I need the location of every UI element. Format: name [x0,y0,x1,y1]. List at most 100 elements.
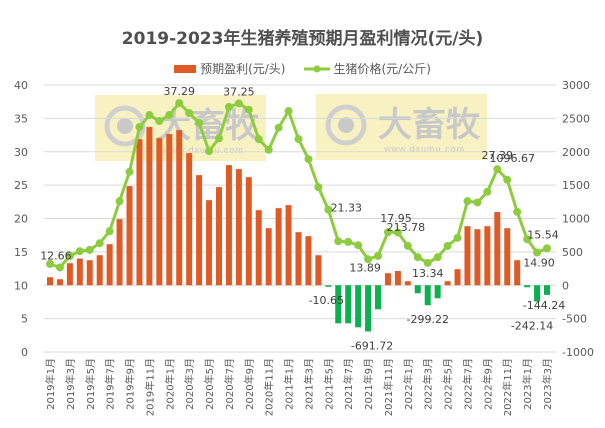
price-marker [543,244,551,253]
profit-bar [106,244,113,286]
profit-bar [66,263,73,286]
profit-bar [394,270,401,286]
profit-bar [56,279,63,286]
price-marker [65,251,74,260]
profit-bar [534,285,541,302]
x-axis-tick: 2022年7月 [461,358,474,410]
profit-bar [424,285,431,306]
x-axis-tick: 2019年5月 [84,358,97,410]
price-marker [423,258,432,267]
profit-bar [206,200,213,286]
price-marker [354,241,363,250]
legend-label-profit: 预期盈利(元/头) [200,62,286,76]
watermark-brand: 大畜牧 [378,105,481,145]
right-axis-tick: 3000 [562,79,590,92]
x-axis-tick: 2020年11月 [263,358,276,416]
profit-bar [275,208,282,286]
profit-bar [116,219,123,286]
profit-bar [414,285,421,294]
right-axis-tick: 2000 [562,146,590,159]
profit-bar [86,260,93,286]
profit-bar [295,232,302,286]
price-data-label: 27.39 [482,149,514,162]
profit-bar [325,285,332,287]
price-marker [314,183,323,192]
legend-label-price: 生猪价格(元/公斤) [333,62,431,76]
x-axis-tick: 2021年11月 [382,358,395,416]
chart-legend: 预期盈利(元/头) 生猪价格(元/公斤) [0,60,605,77]
price-marker [244,105,253,114]
price-marker [513,207,522,216]
price-marker [264,145,273,154]
profit-bar [345,285,352,324]
watermark-pupil-icon [338,117,354,133]
price-marker [453,233,462,242]
x-axis-tick: 2019年11月 [143,358,156,416]
price-marker [533,248,542,257]
profit-bar [444,281,451,286]
price-marker [403,241,412,250]
price-marker [443,241,452,250]
price-marker [224,103,233,112]
legend-line-swatch-icon [303,65,330,72]
profit-bar [166,134,173,286]
profit-bar [315,255,322,286]
profit-bar [494,212,501,286]
price-marker [483,187,492,196]
profit-data-label: -144.24 [523,299,565,312]
profit-bar [305,236,312,286]
left-axis-tick: 40 [14,79,28,92]
profit-bar [96,255,103,286]
price-marker [155,117,164,126]
price-marker [254,135,263,144]
left-axis-tick: 30 [14,146,28,159]
price-marker [413,253,422,262]
price-data-label: 13.89 [349,261,381,274]
price-marker [145,111,154,120]
profit-bar [384,273,391,286]
watermark-brand: 大畜牧 [157,106,260,146]
x-axis-tick: 2020年1月 [163,358,176,410]
profit-bar [434,285,441,299]
price-data-label: 14.90 [523,257,555,270]
watermark-eye-icon [325,104,367,146]
price-marker [95,239,104,248]
profit-bar [235,169,242,286]
watermark-url: www.dxumu.com [383,144,465,154]
profit-data-label: -299.22 [406,313,448,326]
profit-bar [544,285,550,295]
price-marker [105,227,114,236]
legend-item-price: 生猪价格(元/公斤) [303,60,431,77]
price-marker [334,237,343,246]
price-marker [185,109,194,118]
x-axis-tick: 2023年3月 [541,358,554,410]
price-marker [324,205,333,214]
price-marker [125,167,134,176]
left-axis-tick: 35 [14,112,28,125]
legend-bar-swatch-icon [174,64,197,73]
price-marker [364,255,373,264]
profit-bar [196,175,203,286]
profit-bar [156,138,163,286]
profit-bar [265,228,272,286]
x-axis-tick: 2022年9月 [481,358,494,410]
profit-bar [245,177,252,286]
price-marker [55,263,64,272]
price-data-label: 12.66 [40,249,72,262]
price-marker [234,99,243,108]
price-marker [284,107,293,116]
left-axis-tick: 20 [14,213,28,226]
x-axis-tick: 2023年1月 [521,358,534,410]
price-data-label: 17.95 [380,212,412,225]
x-axis-tick: 2020年5月 [203,358,216,410]
profit-bar [484,226,491,286]
profit-bar [454,269,461,286]
x-axis-tick: 2022年1月 [402,358,415,410]
right-axis-tick: -500 [562,313,587,326]
profit-bar [136,139,143,286]
price-marker [205,147,214,156]
price-marker [115,197,124,206]
right-axis-tick: 2500 [562,112,590,125]
price-data-label: 15.54 [527,228,559,241]
right-axis-tick: 1000 [562,213,590,226]
